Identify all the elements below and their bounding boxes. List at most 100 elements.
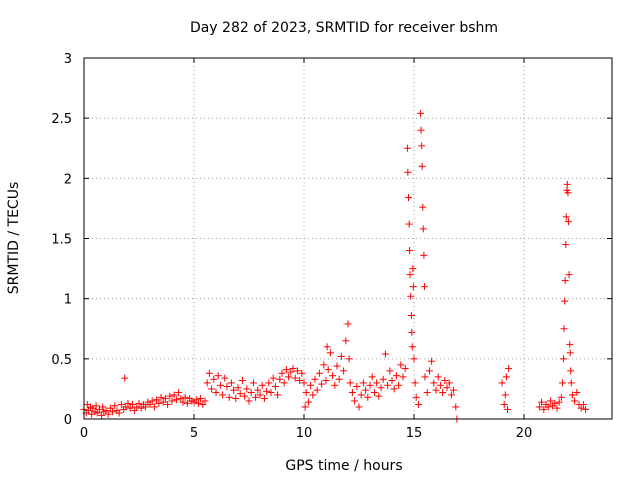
data-point: [252, 393, 260, 401]
data-point: [423, 389, 431, 397]
data-point: [168, 397, 176, 405]
data-point: [351, 397, 359, 405]
data-point: [566, 349, 574, 357]
data-point: [447, 391, 455, 399]
data-point: [346, 379, 354, 387]
data-point: [357, 391, 365, 399]
data-point: [117, 401, 125, 409]
y-tick-label: 1.5: [51, 233, 72, 248]
data-point: [432, 386, 440, 394]
y-tick-label: 0: [64, 413, 72, 428]
data-point: [126, 404, 134, 412]
data-point: [560, 355, 568, 363]
data-point: [345, 355, 353, 363]
data-point: [421, 283, 429, 291]
data-point: [223, 383, 231, 391]
data-point: [567, 379, 575, 387]
data-point: [236, 390, 244, 398]
x-axis-label: GPS time / hours: [285, 458, 402, 474]
data-point: [150, 403, 158, 411]
data-point: [203, 379, 211, 387]
data-point: [296, 376, 304, 384]
data-point: [348, 389, 356, 397]
data-point: [364, 393, 372, 401]
data-point: [403, 144, 411, 152]
data-point: [409, 283, 417, 291]
data-point: [420, 251, 428, 259]
data-point: [407, 312, 415, 320]
data-point: [258, 381, 266, 389]
data-point: [183, 399, 191, 407]
data-point: [414, 401, 422, 409]
data-point: [559, 379, 566, 387]
data-point: [443, 384, 451, 392]
data-point: [555, 398, 563, 406]
x-tick-label: 15: [406, 426, 423, 441]
data-point: [430, 379, 438, 387]
data-point: [225, 393, 233, 401]
data-point: [381, 350, 389, 358]
data-point: [417, 109, 425, 117]
data-point: [373, 379, 381, 387]
data-point: [227, 379, 235, 387]
data-point: [287, 368, 295, 376]
data-point: [210, 375, 218, 383]
data-point: [216, 381, 224, 389]
points-layer: [80, 109, 590, 423]
data-point: [567, 367, 575, 375]
data-point: [241, 392, 249, 400]
data-point: [560, 325, 568, 333]
data-point: [428, 357, 436, 365]
data-point: [406, 247, 414, 255]
data-point: [504, 405, 511, 413]
data-point: [362, 386, 370, 394]
data-point: [425, 367, 433, 375]
data-point: [397, 361, 405, 369]
data-point: [280, 379, 288, 387]
data-point: [133, 403, 141, 411]
data-point: [566, 340, 574, 348]
data-point: [265, 379, 273, 387]
data-point: [379, 375, 387, 383]
y-tick-label: 1: [64, 293, 72, 308]
data-point: [274, 391, 282, 399]
data-point: [194, 399, 202, 407]
data-point: [505, 364, 513, 372]
data-point: [104, 410, 112, 418]
data-point: [232, 395, 240, 403]
data-point: [418, 162, 426, 170]
data-point: [247, 389, 255, 397]
data-point: [329, 372, 337, 380]
data-point: [565, 271, 573, 279]
data-point: [177, 395, 185, 403]
data-point: [333, 362, 341, 370]
data-point: [159, 398, 167, 406]
data-point: [390, 385, 398, 393]
data-point: [278, 369, 286, 377]
data-point: [445, 379, 453, 387]
data-point: [115, 409, 123, 417]
x-tick-label: 10: [296, 426, 313, 441]
data-point: [320, 361, 328, 369]
data-point: [412, 393, 420, 401]
data-point: [418, 142, 426, 150]
data-point: [256, 391, 264, 399]
data-point: [164, 401, 172, 409]
data-point: [366, 381, 374, 389]
data-point: [404, 168, 412, 176]
data-point: [577, 404, 585, 412]
data-point: [500, 401, 508, 409]
data-point: [370, 389, 378, 397]
data-point: [192, 396, 200, 404]
y-tick-label: 0.5: [51, 353, 72, 368]
y-axis-label: SRMTID / TECUs: [6, 182, 22, 295]
data-point: [269, 374, 277, 382]
y-tick-label: 3: [64, 52, 72, 67]
data-point: [313, 386, 321, 394]
y-tick-label: 2.5: [51, 112, 72, 127]
data-point: [571, 397, 579, 405]
data-point: [561, 297, 569, 305]
data-point: [212, 389, 220, 397]
data-point: [300, 379, 308, 387]
